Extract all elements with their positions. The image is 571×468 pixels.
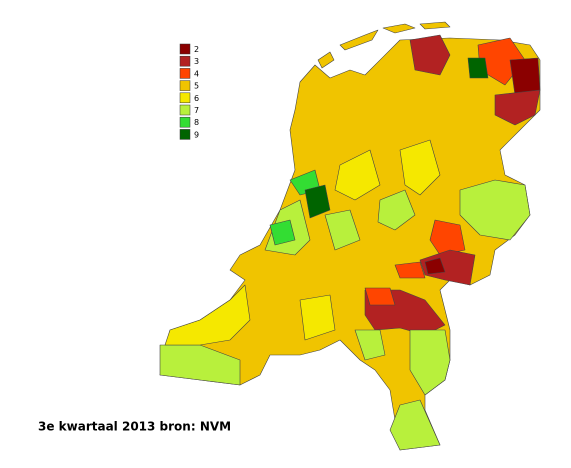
region <box>424 257 446 275</box>
region <box>164 284 251 346</box>
legend-label: 5 <box>194 82 199 91</box>
legend-label: 4 <box>194 69 199 78</box>
regions <box>159 21 541 451</box>
legend-label: 9 <box>194 130 199 139</box>
region <box>419 21 451 30</box>
region <box>467 57 489 79</box>
region <box>304 184 331 219</box>
region <box>389 399 441 451</box>
legend-swatch <box>179 92 191 104</box>
legend-swatch <box>179 43 191 55</box>
legend-label: 3 <box>194 57 199 66</box>
legend-swatch <box>179 129 191 140</box>
legend-label: 7 <box>194 106 199 115</box>
legend-swatch <box>179 104 191 116</box>
region <box>269 219 296 246</box>
region <box>334 149 381 201</box>
region <box>377 189 416 231</box>
region <box>459 179 531 241</box>
caption: 3e kwartaal 2013 bron: NVM <box>38 420 231 434</box>
region <box>299 294 336 341</box>
region <box>494 89 541 126</box>
legend-swatch <box>179 116 191 128</box>
region <box>317 51 335 69</box>
region <box>509 57 541 96</box>
region <box>354 329 386 361</box>
region <box>409 329 451 396</box>
region <box>339 29 379 51</box>
region <box>324 209 361 251</box>
legend-label: 2 <box>194 45 199 54</box>
legend-swatch <box>179 55 191 67</box>
legend-swatch <box>179 80 191 91</box>
region <box>364 287 396 306</box>
legend: 2 3 4 5 6 7 8 9 <box>179 43 199 140</box>
region <box>394 261 426 279</box>
legend-swatch <box>179 68 191 79</box>
legend-label: 6 <box>194 94 199 103</box>
region <box>382 23 416 34</box>
region <box>399 139 441 196</box>
legend-label: 8 <box>194 118 199 127</box>
region <box>419 249 476 286</box>
region <box>409 34 451 76</box>
